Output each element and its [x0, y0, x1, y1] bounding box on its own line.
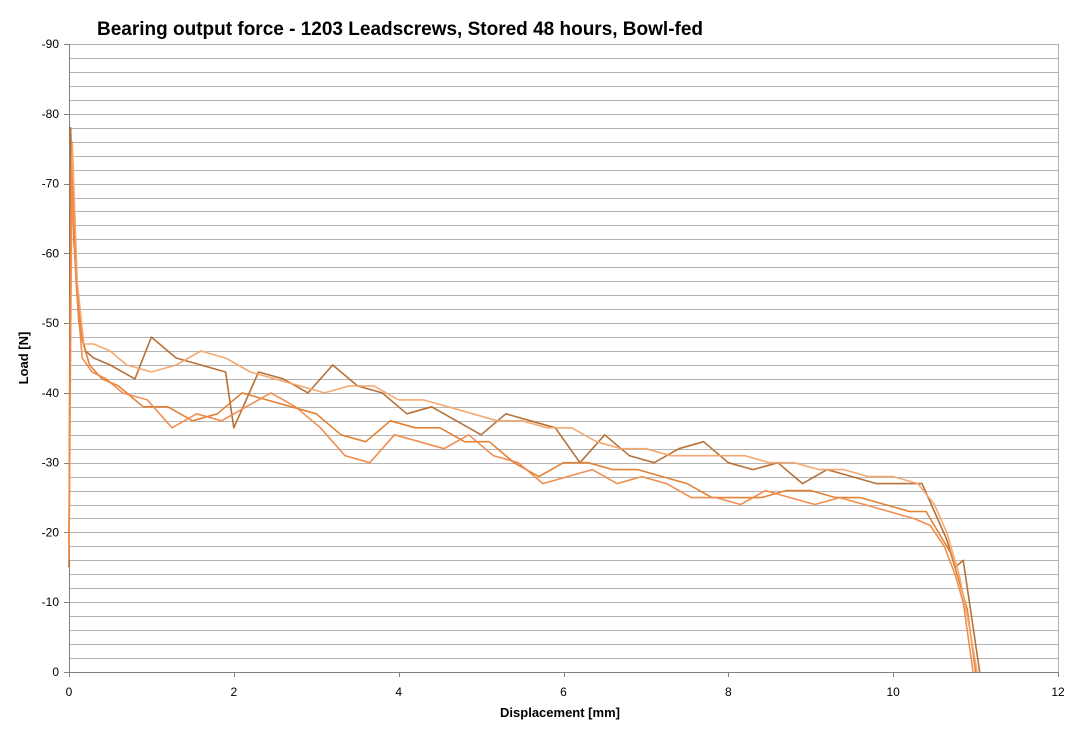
y-tick-label: -90 — [42, 37, 60, 51]
y-tick-label: -30 — [42, 456, 60, 470]
y-tick-label: 0 — [52, 665, 59, 679]
x-tick-label: 12 — [1051, 685, 1065, 699]
x-tick-label: 2 — [230, 685, 237, 699]
y-tick-label: -20 — [42, 525, 60, 539]
x-axis-label: Displacement [mm] — [500, 705, 620, 720]
x-tick-label: 0 — [66, 685, 73, 699]
chart-title: Bearing output force - 1203 Leadscrews, … — [97, 19, 703, 40]
x-tick-label: 4 — [395, 685, 402, 699]
axes: 0 -10 -20 -30 -40 -50 -60 -70 -80 -90 0 2 4 6 8 10 12 — [42, 37, 1065, 699]
x-tick-label: 6 — [560, 685, 567, 699]
x-tick-label: 8 — [725, 685, 732, 699]
series-line-4 — [68, 168, 974, 673]
gridlines — [69, 44, 1059, 673]
y-tick-label: -10 — [42, 595, 60, 609]
y-tick-label: -70 — [42, 177, 60, 191]
x-tick-label: 10 — [886, 685, 900, 699]
series-group — [68, 126, 981, 673]
y-axis-label: Load [N] — [16, 332, 31, 385]
y-tick-label: -60 — [42, 246, 60, 260]
y-tick-label: -40 — [42, 386, 60, 400]
series-line-2 — [68, 154, 977, 673]
series-line-1 — [68, 126, 981, 673]
y-tick-label: -80 — [42, 107, 60, 121]
series-line-3 — [68, 140, 978, 673]
y-tick-label: -50 — [42, 316, 60, 330]
